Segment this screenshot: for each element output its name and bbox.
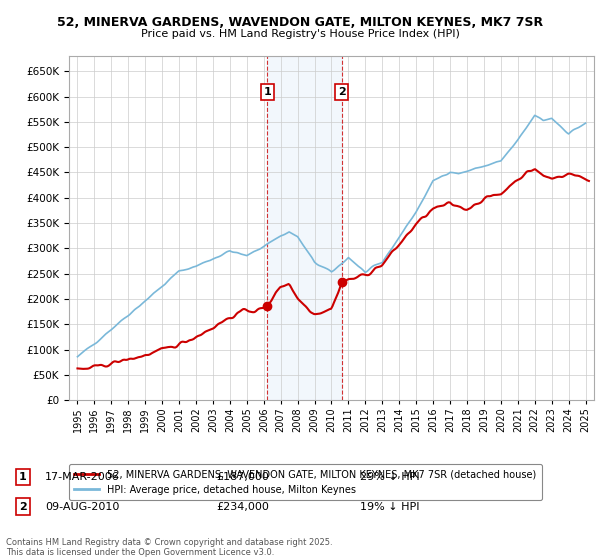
Text: 29% ↓ HPI: 29% ↓ HPI	[360, 472, 419, 482]
Bar	[268, 56, 342, 400]
Text: 52, MINERVA GARDENS, WAVENDON GATE, MILTON KEYNES, MK7 7SR: 52, MINERVA GARDENS, WAVENDON GATE, MILT…	[57, 16, 543, 29]
Legend: 52, MINERVA GARDENS, WAVENDON GATE, MILTON KEYNES, MK7 7SR (detached house), HPI: 52, MINERVA GARDENS, WAVENDON GATE, MILT…	[68, 464, 542, 500]
Text: £234,000: £234,000	[216, 502, 269, 512]
Text: 2: 2	[338, 87, 346, 97]
Text: 19% ↓ HPI: 19% ↓ HPI	[360, 502, 419, 512]
Text: 2: 2	[19, 502, 26, 512]
Text: £187,000: £187,000	[216, 472, 269, 482]
Text: Price paid vs. HM Land Registry's House Price Index (HPI): Price paid vs. HM Land Registry's House …	[140, 29, 460, 39]
Text: 1: 1	[263, 87, 271, 97]
Text: 17-MAR-2006: 17-MAR-2006	[45, 472, 120, 482]
Text: Contains HM Land Registry data © Crown copyright and database right 2025.
This d: Contains HM Land Registry data © Crown c…	[6, 538, 332, 557]
Text: 09-AUG-2010: 09-AUG-2010	[45, 502, 119, 512]
Text: 1: 1	[19, 472, 26, 482]
